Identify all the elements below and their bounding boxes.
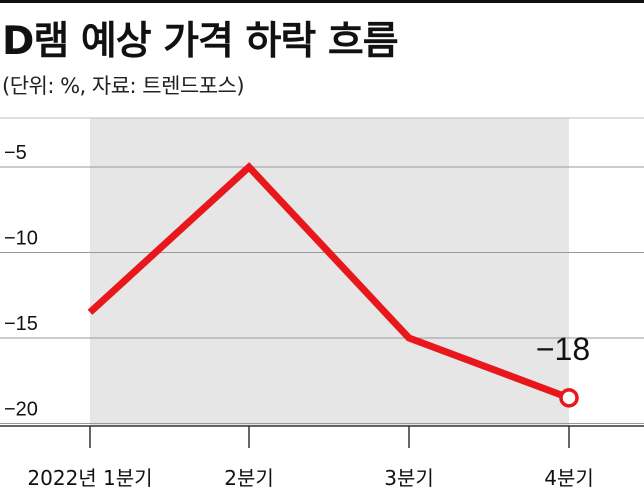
x-tick-label: 4분기 [544,466,594,490]
chart-title: D램 예상 가격 하락 흐름 [2,19,399,64]
y-tick-label: −10 [4,228,38,250]
y-tick-label: −5 [4,142,27,164]
x-tick-label: 2022년 1분기 [27,466,152,490]
x-tick-label: 2분기 [224,466,274,490]
top-rule [0,0,644,3]
y-tick-label: −15 [4,313,38,335]
series-line [87,162,571,402]
chart-subtitle: (단위: %, 자료: 트렌드포스) [2,74,245,98]
data-point-marker [559,388,579,408]
shaded-band [90,118,569,426]
y-tick-label: −20 [4,399,38,421]
data-label: −18 [536,331,590,367]
x-tick-label: 3분기 [384,466,434,490]
